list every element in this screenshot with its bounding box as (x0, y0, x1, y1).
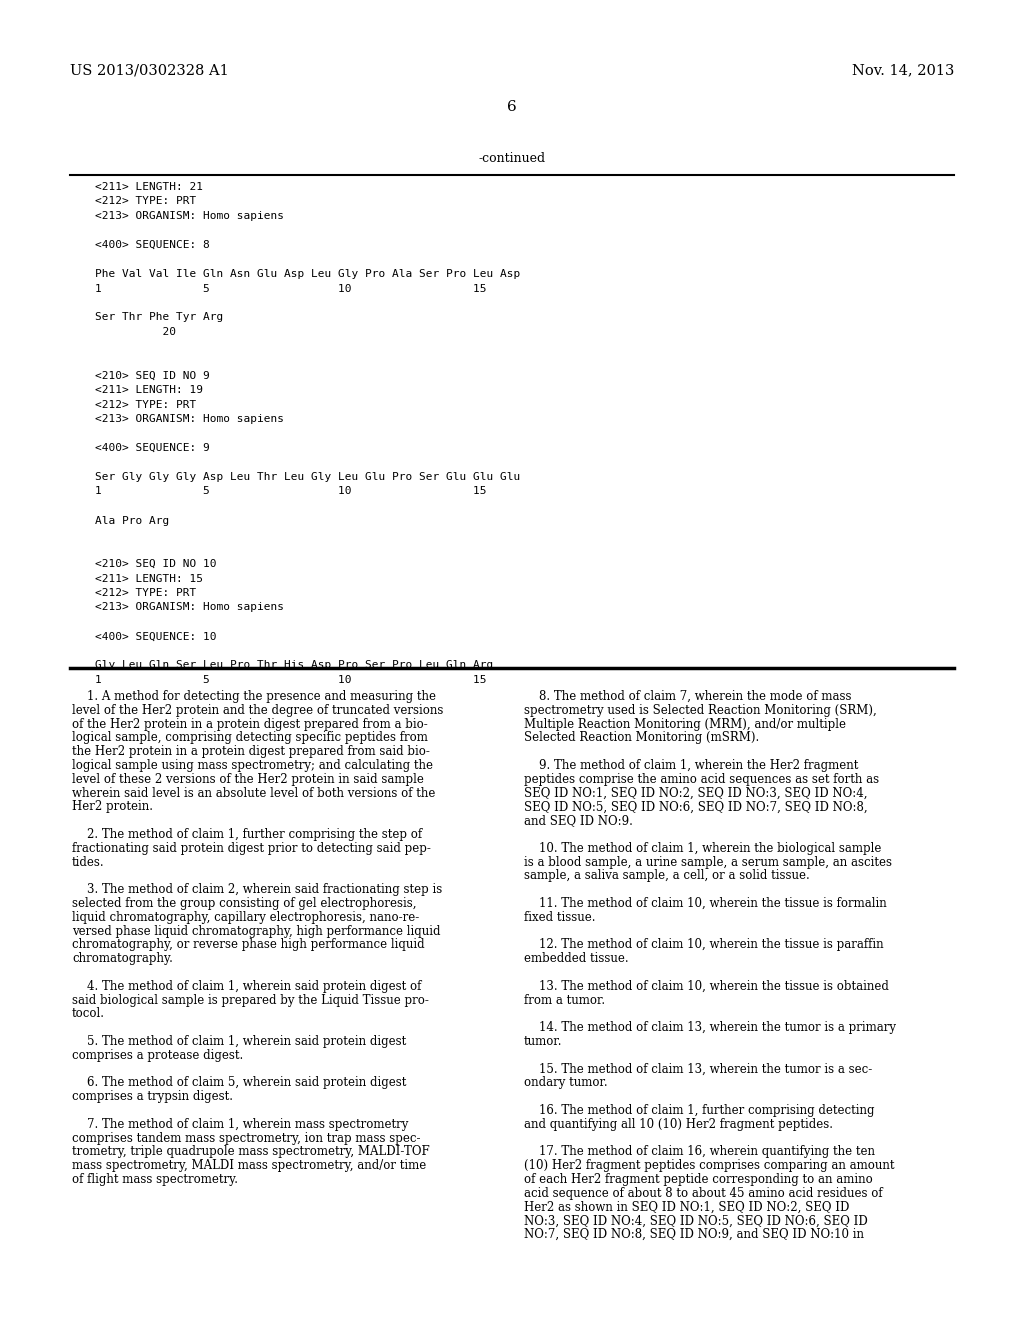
Text: <210> SEQ ID NO 10: <210> SEQ ID NO 10 (95, 558, 216, 569)
Text: SEQ ID NO:5, SEQ ID NO:6, SEQ ID NO:7, SEQ ID NO:8,: SEQ ID NO:5, SEQ ID NO:6, SEQ ID NO:7, S… (524, 800, 867, 813)
Text: <212> TYPE: PRT: <212> TYPE: PRT (95, 587, 197, 598)
Text: logical sample, comprising detecting specific peptides from: logical sample, comprising detecting spe… (72, 731, 428, 744)
Text: 13. The method of claim 10, wherein the tissue is obtained: 13. The method of claim 10, wherein the … (524, 979, 889, 993)
Text: Selected Reaction Monitoring (mSRM).: Selected Reaction Monitoring (mSRM). (524, 731, 759, 744)
Text: <211> LENGTH: 15: <211> LENGTH: 15 (95, 573, 203, 583)
Text: 6. The method of claim 5, wherein said protein digest: 6. The method of claim 5, wherein said p… (72, 1076, 407, 1089)
Text: chromatography, or reverse phase high performance liquid: chromatography, or reverse phase high pe… (72, 939, 425, 952)
Text: <400> SEQUENCE: 10: <400> SEQUENCE: 10 (95, 631, 216, 642)
Text: <400> SEQUENCE: 9: <400> SEQUENCE: 9 (95, 444, 210, 453)
Text: 11. The method of claim 10, wherein the tissue is formalin: 11. The method of claim 10, wherein the … (524, 898, 887, 909)
Text: <400> SEQUENCE: 8: <400> SEQUENCE: 8 (95, 240, 210, 249)
Text: 3. The method of claim 2, wherein said fractionating step is: 3. The method of claim 2, wherein said f… (72, 883, 442, 896)
Text: 7. The method of claim 1, wherein mass spectrometry: 7. The method of claim 1, wherein mass s… (72, 1118, 409, 1131)
Text: embedded tissue.: embedded tissue. (524, 952, 629, 965)
Text: Phe Val Val Ile Gln Asn Glu Asp Leu Gly Pro Ala Ser Pro Leu Asp: Phe Val Val Ile Gln Asn Glu Asp Leu Gly … (95, 269, 520, 279)
Text: 16. The method of claim 1, further comprising detecting: 16. The method of claim 1, further compr… (524, 1104, 874, 1117)
Text: tumor.: tumor. (524, 1035, 562, 1048)
Text: <211> LENGTH: 19: <211> LENGTH: 19 (95, 385, 203, 395)
Text: mass spectrometry, MALDI mass spectrometry, and/or time: mass spectrometry, MALDI mass spectromet… (72, 1159, 426, 1172)
Text: US 2013/0302328 A1: US 2013/0302328 A1 (70, 63, 228, 77)
Text: NO:3, SEQ ID NO:4, SEQ ID NO:5, SEQ ID NO:6, SEQ ID: NO:3, SEQ ID NO:4, SEQ ID NO:5, SEQ ID N… (524, 1214, 867, 1228)
Text: NO:7, SEQ ID NO:8, SEQ ID NO:9, and SEQ ID NO:10 in: NO:7, SEQ ID NO:8, SEQ ID NO:9, and SEQ … (524, 1228, 864, 1241)
Text: 5. The method of claim 1, wherein said protein digest: 5. The method of claim 1, wherein said p… (72, 1035, 407, 1048)
Text: 1               5                   10                  15: 1 5 10 15 (95, 675, 486, 685)
Text: Ser Thr Phe Tyr Arg: Ser Thr Phe Tyr Arg (95, 313, 223, 322)
Text: Ser Gly Gly Gly Asp Leu Thr Leu Gly Leu Glu Pro Ser Glu Glu Glu: Ser Gly Gly Gly Asp Leu Thr Leu Gly Leu … (95, 473, 520, 482)
Text: 9. The method of claim 1, wherein the Her2 fragment: 9. The method of claim 1, wherein the He… (524, 759, 858, 772)
Text: Gly Leu Gln Ser Leu Pro Thr His Asp Pro Ser Pro Leu Gln Arg: Gly Leu Gln Ser Leu Pro Thr His Asp Pro … (95, 660, 494, 671)
Text: of each Her2 fragment peptide corresponding to an amino: of each Her2 fragment peptide correspond… (524, 1173, 872, 1185)
Text: of flight mass spectrometry.: of flight mass spectrometry. (72, 1173, 238, 1185)
Text: 6: 6 (507, 100, 517, 114)
Text: spectrometry used is Selected Reaction Monitoring (SRM),: spectrometry used is Selected Reaction M… (524, 704, 877, 717)
Text: (10) Her2 fragment peptides comprises comparing an amount: (10) Her2 fragment peptides comprises co… (524, 1159, 895, 1172)
Text: the Her2 protein in a protein digest prepared from said bio-: the Her2 protein in a protein digest pre… (72, 746, 430, 758)
Text: 14. The method of claim 13, wherein the tumor is a primary: 14. The method of claim 13, wherein the … (524, 1022, 896, 1034)
Text: sample, a saliva sample, a cell, or a solid tissue.: sample, a saliva sample, a cell, or a so… (524, 870, 810, 882)
Text: and quantifying all 10 (10) Her2 fragment peptides.: and quantifying all 10 (10) Her2 fragmen… (524, 1118, 833, 1131)
Text: fixed tissue.: fixed tissue. (524, 911, 596, 924)
Text: Her2 protein.: Her2 protein. (72, 800, 153, 813)
Text: logical sample using mass spectrometry; and calculating the: logical sample using mass spectrometry; … (72, 759, 433, 772)
Text: <213> ORGANISM: Homo sapiens: <213> ORGANISM: Homo sapiens (95, 602, 284, 612)
Text: SEQ ID NO:1, SEQ ID NO:2, SEQ ID NO:3, SEQ ID NO:4,: SEQ ID NO:1, SEQ ID NO:2, SEQ ID NO:3, S… (524, 787, 867, 800)
Text: wherein said level is an absolute level of both versions of the: wherein said level is an absolute level … (72, 787, 435, 800)
Text: tocol.: tocol. (72, 1007, 105, 1020)
Text: Nov. 14, 2013: Nov. 14, 2013 (852, 63, 954, 77)
Text: comprises a protease digest.: comprises a protease digest. (72, 1049, 244, 1061)
Text: 1               5                   10                  15: 1 5 10 15 (95, 487, 486, 496)
Text: said biological sample is prepared by the Liquid Tissue pro-: said biological sample is prepared by th… (72, 994, 429, 1007)
Text: acid sequence of about 8 to about 45 amino acid residues of: acid sequence of about 8 to about 45 ami… (524, 1187, 883, 1200)
Text: 17. The method of claim 16, wherein quantifying the ten: 17. The method of claim 16, wherein quan… (524, 1146, 874, 1159)
Text: 4. The method of claim 1, wherein said protein digest of: 4. The method of claim 1, wherein said p… (72, 979, 421, 993)
Text: versed phase liquid chromatography, high performance liquid: versed phase liquid chromatography, high… (72, 924, 440, 937)
Text: -continued: -continued (478, 152, 546, 165)
Text: trometry, triple quadrupole mass spectrometry, MALDI-TOF: trometry, triple quadrupole mass spectro… (72, 1146, 430, 1159)
Text: selected from the group consisting of gel electrophoresis,: selected from the group consisting of ge… (72, 898, 417, 909)
Text: peptides comprise the amino acid sequences as set forth as: peptides comprise the amino acid sequenc… (524, 772, 880, 785)
Text: Her2 as shown in SEQ ID NO:1, SEQ ID NO:2, SEQ ID: Her2 as shown in SEQ ID NO:1, SEQ ID NO:… (524, 1201, 849, 1213)
Text: fractionating said protein digest prior to detecting said pep-: fractionating said protein digest prior … (72, 842, 431, 855)
Text: 1               5                   10                  15: 1 5 10 15 (95, 284, 486, 293)
Text: tides.: tides. (72, 855, 104, 869)
Text: <212> TYPE: PRT: <212> TYPE: PRT (95, 197, 197, 206)
Text: level of these 2 versions of the Her2 protein in said sample: level of these 2 versions of the Her2 pr… (72, 772, 424, 785)
Text: <213> ORGANISM: Homo sapiens: <213> ORGANISM: Homo sapiens (95, 414, 284, 424)
Text: Ala Pro Arg: Ala Pro Arg (95, 516, 169, 525)
Text: <213> ORGANISM: Homo sapiens: <213> ORGANISM: Homo sapiens (95, 211, 284, 220)
Text: 15. The method of claim 13, wherein the tumor is a sec-: 15. The method of claim 13, wherein the … (524, 1063, 872, 1076)
Text: 12. The method of claim 10, wherein the tissue is paraffin: 12. The method of claim 10, wherein the … (524, 939, 884, 952)
Text: is a blood sample, a urine sample, a serum sample, an ascites: is a blood sample, a urine sample, a ser… (524, 855, 892, 869)
Text: comprises tandem mass spectrometry, ion trap mass spec-: comprises tandem mass spectrometry, ion … (72, 1131, 421, 1144)
Text: <211> LENGTH: 21: <211> LENGTH: 21 (95, 182, 203, 191)
Text: 8. The method of claim 7, wherein the mode of mass: 8. The method of claim 7, wherein the mo… (524, 690, 852, 704)
Text: and SEQ ID NO:9.: and SEQ ID NO:9. (524, 814, 633, 828)
Text: level of the Her2 protein and the degree of truncated versions: level of the Her2 protein and the degree… (72, 704, 443, 717)
Text: Multiple Reaction Monitoring (MRM), and/or multiple: Multiple Reaction Monitoring (MRM), and/… (524, 718, 846, 730)
Text: of the Her2 protein in a protein digest prepared from a bio-: of the Her2 protein in a protein digest … (72, 718, 428, 730)
Text: comprises a trypsin digest.: comprises a trypsin digest. (72, 1090, 233, 1104)
Text: 10. The method of claim 1, wherein the biological sample: 10. The method of claim 1, wherein the b… (524, 842, 882, 855)
Text: 20: 20 (95, 327, 176, 337)
Text: from a tumor.: from a tumor. (524, 994, 605, 1007)
Text: 2. The method of claim 1, further comprising the step of: 2. The method of claim 1, further compri… (72, 828, 422, 841)
Text: chromatography.: chromatography. (72, 952, 173, 965)
Text: liquid chromatography, capillary electrophoresis, nano-re-: liquid chromatography, capillary electro… (72, 911, 419, 924)
Text: ondary tumor.: ondary tumor. (524, 1076, 607, 1089)
Text: <210> SEQ ID NO 9: <210> SEQ ID NO 9 (95, 371, 210, 380)
Text: <212> TYPE: PRT: <212> TYPE: PRT (95, 400, 197, 409)
Text: 1. A method for detecting the presence and measuring the: 1. A method for detecting the presence a… (72, 690, 436, 704)
